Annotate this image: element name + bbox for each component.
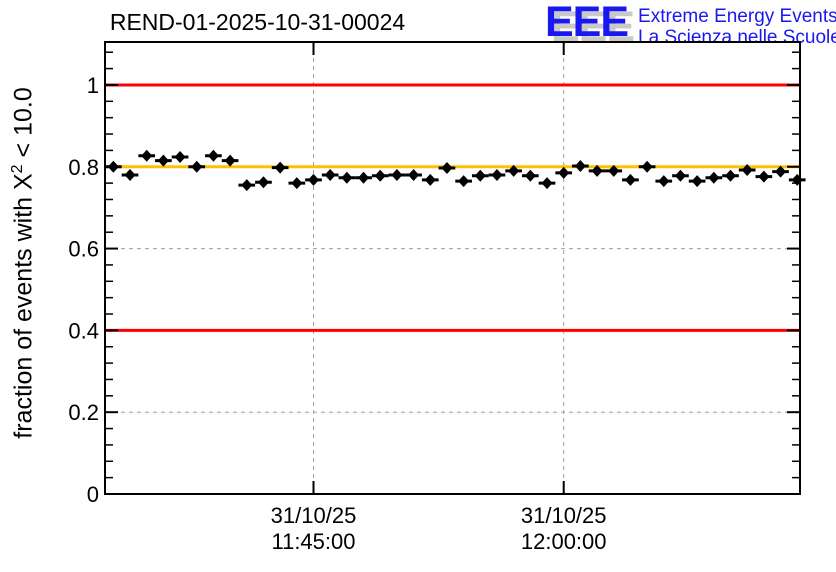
- data-point: [358, 171, 370, 184]
- x-tick-label-date: 31/10/25: [271, 503, 357, 528]
- data-point: [224, 154, 236, 167]
- data-point: [608, 164, 620, 177]
- data-point: [157, 154, 169, 167]
- data-point: [658, 175, 670, 188]
- data-point: [775, 165, 787, 178]
- data-point: [308, 173, 319, 186]
- data-point: [491, 168, 503, 181]
- data-point: [124, 168, 136, 181]
- data-point: [541, 177, 553, 190]
- data-point: [524, 169, 536, 182]
- data-point: [474, 169, 486, 182]
- eee-logo-line1: Extreme Energy Events: [638, 6, 836, 27]
- y-tick-label: 0: [87, 482, 99, 507]
- data-point: [241, 179, 253, 192]
- data-point: [741, 164, 753, 177]
- data-point: [708, 171, 720, 184]
- data-point: [691, 175, 703, 188]
- y-tick-label: 0.8: [68, 155, 99, 180]
- y-tick-label: 0.6: [68, 237, 99, 262]
- data-point: [591, 164, 603, 177]
- data-point: [141, 149, 153, 162]
- y-tick-label: 0.4: [68, 318, 99, 343]
- data-point: [107, 160, 119, 173]
- x-tick-label-time: 11:45:00: [271, 529, 355, 554]
- data-point: [458, 175, 470, 188]
- data-point: [624, 173, 636, 186]
- data-point: [758, 170, 770, 183]
- data-point: [191, 160, 203, 173]
- data-point: [374, 169, 386, 182]
- data-point: [424, 173, 436, 186]
- eee-logo-acronym: EEE: [545, 0, 629, 46]
- data-point: [441, 161, 453, 174]
- y-tick-label: 1: [87, 73, 99, 98]
- chart-title: REND-01-2025-10-31-00024: [109, 9, 406, 35]
- data-point: [324, 168, 336, 181]
- data-point: [408, 168, 420, 181]
- data-point: [558, 166, 570, 179]
- data-point: [257, 176, 269, 189]
- data-point: [791, 173, 803, 186]
- plot-frame: [104, 41, 801, 495]
- data-point: [508, 164, 520, 177]
- data-point: [174, 150, 186, 163]
- x-tick-label-date: 31/10/25: [521, 503, 607, 528]
- data-point: [391, 168, 403, 181]
- data-point: [207, 149, 219, 162]
- data-point: [641, 160, 653, 173]
- data-point: [674, 169, 686, 182]
- data-point: [725, 169, 736, 182]
- data-point: [341, 171, 353, 184]
- x-tick-label-time: 12:00:00: [521, 529, 607, 554]
- y-tick-label: 0.2: [68, 400, 99, 425]
- data-point: [291, 177, 303, 190]
- data-point: [574, 159, 586, 172]
- data-point: [274, 161, 286, 174]
